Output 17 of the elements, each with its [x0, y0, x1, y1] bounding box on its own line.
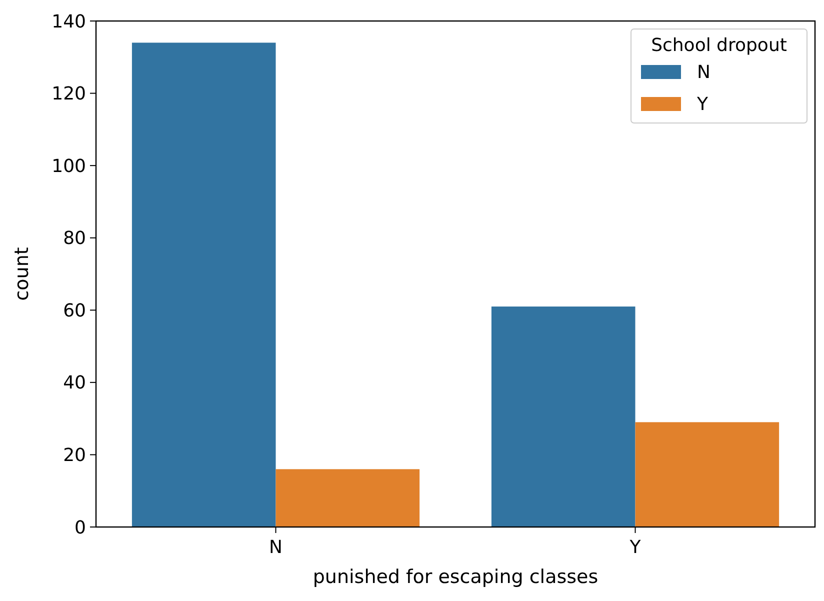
y-tick-label: 60	[63, 300, 86, 322]
legend-title: School dropout	[651, 35, 787, 56]
y-tick-label: 0	[74, 517, 86, 538]
y-tick-label: 140	[52, 11, 86, 32]
bar	[635, 422, 780, 527]
y-tick-label: 40	[63, 372, 86, 394]
y-tick-label: 120	[52, 84, 86, 105]
y-tick-label: 80	[63, 228, 86, 250]
bar	[491, 306, 636, 527]
y-tick-label: 20	[63, 445, 86, 466]
bar	[132, 42, 276, 527]
bar	[276, 469, 420, 527]
y-tick-label: 100	[52, 156, 86, 177]
legend-label: N	[697, 62, 710, 83]
legend-label: Y	[696, 94, 709, 115]
x-axis-title: punished for escaping classes	[312, 566, 598, 588]
y-axis-title: count	[11, 247, 33, 301]
